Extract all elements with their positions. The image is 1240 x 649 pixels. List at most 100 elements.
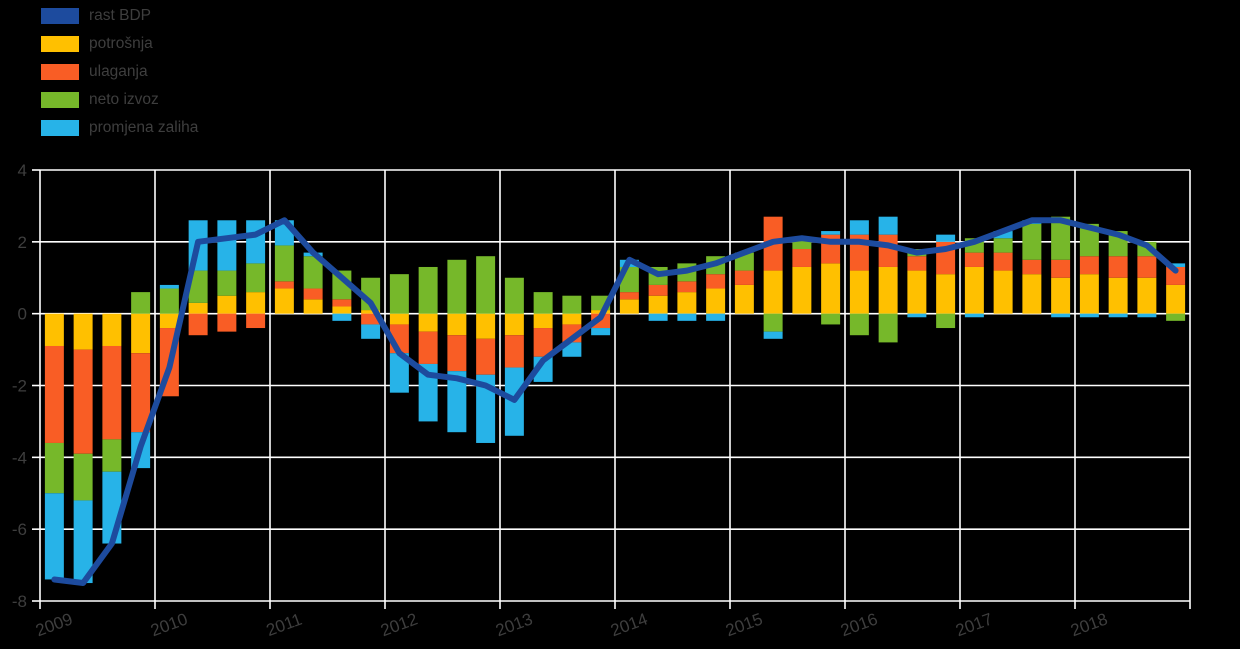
bar-segment [648,284,668,296]
bar-segment [418,266,438,314]
bar-segment [418,313,438,332]
legend-item-inventories: promjena zaliha [41,119,198,136]
bar-segment [303,256,323,289]
bar-segment [1137,277,1157,314]
y-tick-label: 2 [18,233,27,252]
bar-segment [907,313,927,318]
bar-segment [763,270,783,314]
bar-segment [907,270,927,314]
bar-segment [792,238,812,250]
bar-segment [447,371,467,433]
bar-segment [246,263,266,293]
y-tick-label: -6 [12,520,27,539]
bar-segment [131,292,151,314]
bar-segment [447,313,467,336]
legend-item-consumption: potrošnja [41,35,198,52]
bar-segment [792,266,812,314]
bar-segment [1137,256,1157,278]
bar-segment [993,270,1013,314]
bar-segment [188,302,208,314]
x-year-label: 2010 [148,609,190,640]
bar-segment [418,331,438,364]
bar-segment [246,313,266,329]
consumption-swatch-icon [41,35,79,52]
bar-segment [677,292,697,314]
bar-segment [1079,256,1099,275]
bar-segment [1108,256,1128,278]
bar-segment [447,259,467,314]
bar-segment [734,270,754,285]
bar-segment [476,256,496,314]
bar-segment [964,313,984,318]
bar-segment [389,353,409,393]
bar-segment [1108,277,1128,314]
bar-segment [274,288,294,314]
bar-segment [821,231,841,235]
bar-segment [303,288,323,300]
bar-segment [476,374,496,443]
bar-segment [849,270,869,314]
x-year-label: 2012 [378,609,420,640]
bar-segment [332,306,352,314]
bar-segment [361,310,381,314]
bar-segment [591,328,611,336]
bar-segment [993,238,1013,253]
legend-label: neto izvoz [89,90,159,108]
bar-segment [1051,216,1071,260]
bar-segment [1079,274,1099,314]
bar-segment [1051,313,1071,318]
bar-segment [246,220,266,264]
bar-segment [102,313,122,346]
x-year-label: 2016 [838,609,880,640]
bar-segment [246,292,266,314]
gdp-growth-line [51,217,1179,586]
bar-segment [1166,284,1186,314]
bar-segment [1051,277,1071,314]
bar-segment [562,295,582,314]
bar-segment [476,313,496,339]
bar-segment [677,281,697,293]
bar-segment [73,453,93,501]
bar-segment [878,313,898,343]
bar-segment [447,335,467,372]
bar-segment [44,313,64,346]
bar-segment [361,324,381,339]
x-year-label: 2014 [608,609,650,640]
bar-segment [993,252,1013,271]
x-year-label: 2011 [264,610,305,640]
bar-segment [677,313,697,321]
gdp-line-swatch-icon [41,7,79,24]
bar-segment [504,335,524,368]
bar-segment [102,439,122,472]
bar-segment [878,234,898,267]
bar-segment [878,266,898,314]
bar-segment [619,292,639,300]
bar-segment [274,281,294,289]
investment-swatch-icon [41,63,79,80]
bar-segment [706,313,726,321]
y-tick-label: -2 [12,377,27,396]
bar-segment [188,313,208,336]
bar-segment [1137,313,1157,318]
bar-segment [533,313,553,329]
bar-segment [878,216,898,235]
bar-segment [73,500,93,584]
bar-segment [504,313,524,336]
legend-label: ulaganja [89,62,148,80]
x-year-label: 2015 [723,609,765,640]
bar-segment [361,313,381,325]
bar-segment [1022,274,1042,314]
bar-segment [849,313,869,336]
inventories-swatch-icon [41,119,79,136]
bar-segment [1108,313,1128,318]
bar-segment [217,313,237,332]
bar-segment [1051,259,1071,278]
bar-segment [533,292,553,314]
bar-segment [936,234,956,242]
bar-segment [73,349,93,454]
legend-item-investment: ulaganja [41,63,198,80]
bar-segment [562,313,582,325]
y-tick-label: 0 [18,305,27,324]
